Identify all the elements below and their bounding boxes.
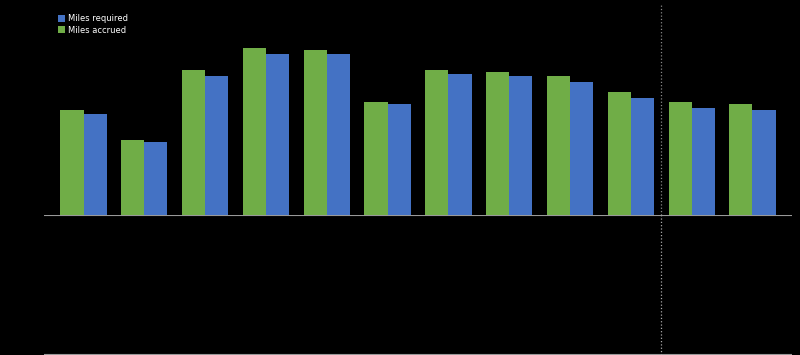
Bar: [510, 76, 532, 215]
Text: Destinations: Destinations: [47, 236, 112, 245]
Text: North
China
(Shanghai,
Beijing): North China (Shanghai, Beijing): [246, 222, 286, 261]
Text: Africa,
Middle
East,
Turkey: Africa, Middle East, Turkey: [558, 222, 582, 261]
Bar: [365, 102, 387, 215]
Text: Europe: Europe: [618, 222, 644, 231]
Bar: [61, 110, 83, 215]
Bar: [426, 70, 449, 215]
Bar: [449, 74, 471, 215]
Bar: [631, 98, 654, 215]
Text: USA
(East Coast
Houston): USA (East Coast Houston): [730, 222, 774, 251]
Bar: [753, 110, 775, 215]
Bar: [243, 48, 266, 215]
Bar: [547, 76, 570, 215]
Text: Japan,
South
Korea: Japan, South Korea: [376, 222, 399, 251]
Text: South
China,
HK,
Taiwan: South China, HK, Taiwan: [192, 222, 218, 261]
Bar: [266, 54, 289, 215]
Text: Philippines,
Thailand,
Vietnam,
Myanmar,
Cambodia,
Laos: Philippines, Thailand, Vietnam, Myanmar,…: [122, 222, 166, 281]
Bar: [83, 114, 106, 215]
Bar: [122, 140, 144, 215]
Bar: [692, 108, 714, 215]
Bar: [570, 82, 593, 215]
Bar: [304, 50, 326, 215]
Bar: [669, 102, 692, 215]
Bar: [730, 104, 753, 215]
Bar: [486, 72, 510, 215]
Bar: [387, 104, 410, 215]
Bar: [608, 92, 631, 215]
Text: USA
(West
Coast): USA (West Coast): [679, 222, 704, 251]
Bar: [144, 142, 167, 215]
Text: South Asia
(India,
Sri Lanka,
Maldives,
Bangladesh): South Asia (India, Sri Lanka, Maldives, …: [302, 222, 350, 271]
Text: Malaysia,
Indonesia,
Brunei: Malaysia, Indonesia, Brunei: [64, 222, 103, 251]
Bar: [205, 76, 228, 215]
Text: Australia
(ex-Perth,
Darwin),
NZ: Australia (ex-Perth, Darwin), NZ: [490, 222, 528, 261]
Bar: [326, 54, 350, 215]
Legend: Miles required, Miles accrued: Miles required, Miles accrued: [56, 12, 130, 37]
Text: Australia
(Perth,
Darwin): Australia (Perth, Darwin): [431, 222, 466, 251]
Bar: [182, 70, 205, 215]
